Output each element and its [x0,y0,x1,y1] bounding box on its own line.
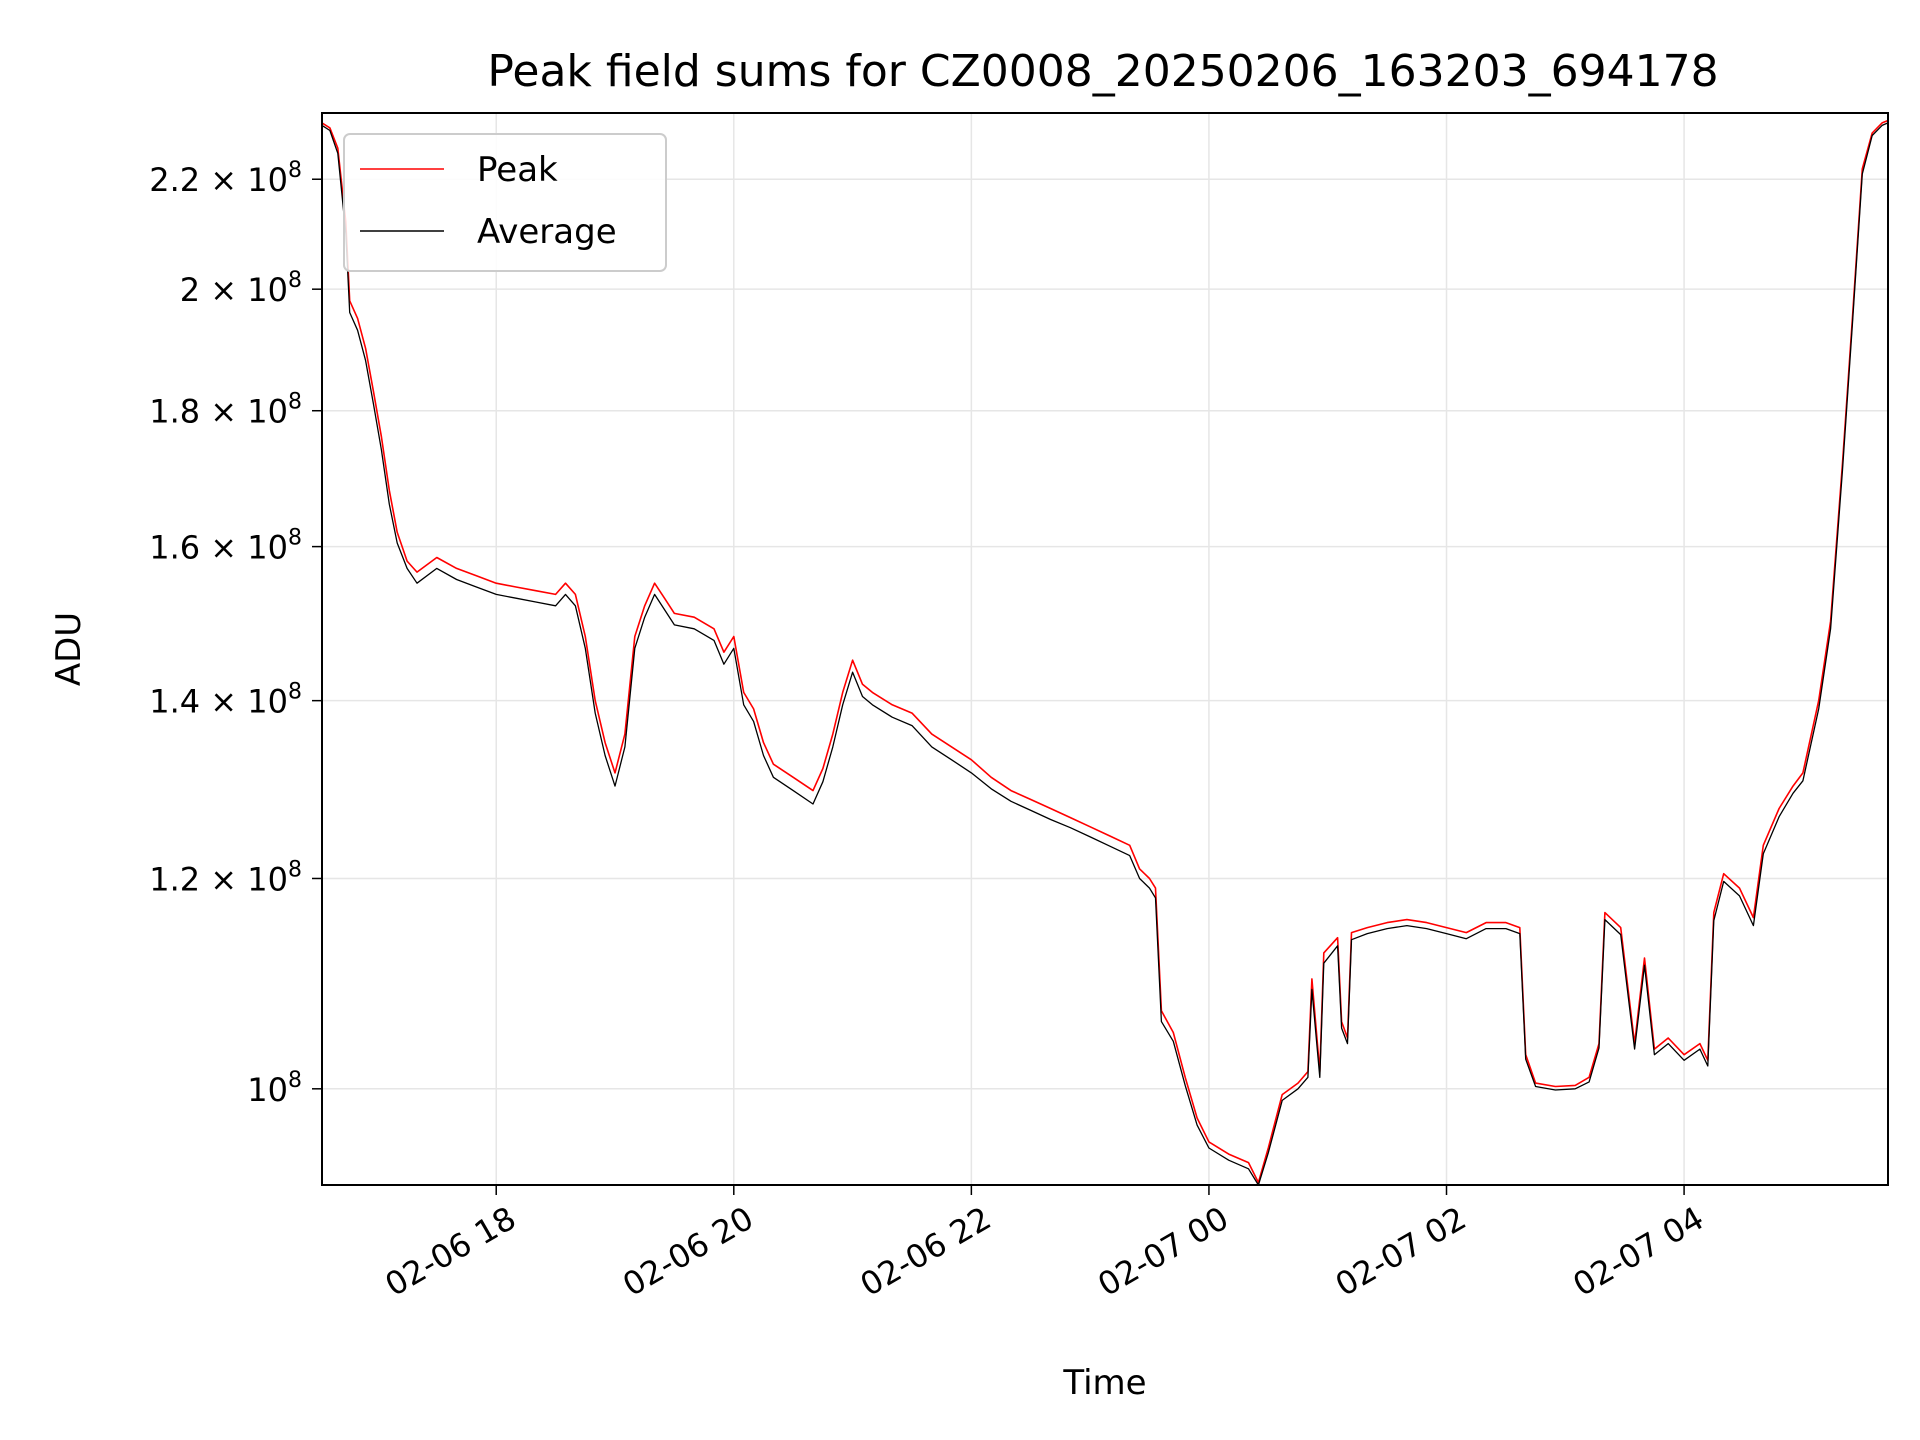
series-line-average [321,122,1889,1186]
series-line-peak [321,119,1889,1184]
y-tick-label: 1.4 × 108 [149,680,302,721]
x-axis-title: Time [1062,1363,1146,1403]
y-tick-label: 2.2 × 108 [149,158,302,199]
legend-label-average: Average [477,212,617,252]
legend-label-peak: Peak [477,150,558,190]
series-layer [321,119,1889,1186]
y-axis-title: ADU [49,612,89,686]
y-tick-label: 1.8 × 108 [149,390,302,431]
chart-title: Peak field sums for CZ0008_20250206_1632… [487,46,1718,97]
y-tick-label: 1.2 × 108 [149,857,302,898]
y-tick-label: 2 × 108 [180,268,302,309]
y-tick-label: 108 [247,1068,302,1109]
plot-frame [321,112,1889,1186]
y-tick-label: 1.6 × 108 [149,526,302,567]
legend[interactable]: Peak Average [343,133,667,272]
y-axis: 108 1.2 × 108 1.4 × 108 1.6 × 108 1.8 × 108 2… [149,158,322,1109]
